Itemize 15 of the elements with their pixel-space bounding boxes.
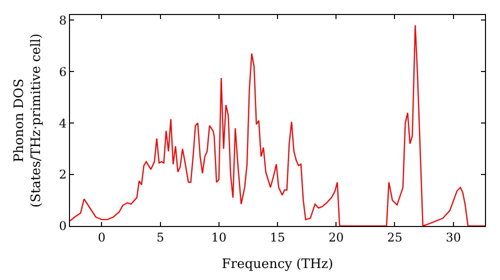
y-tick-label: 4 — [58, 116, 67, 130]
y-axis-title: Phonon DOS (States/THz·primitive cell) — [12, 33, 44, 208]
x-tick-label: 5 — [156, 230, 164, 244]
y-tick-label: 8 — [58, 13, 67, 28]
x-axis-title: Frequency (THz) — [222, 257, 334, 272]
x-tick-label: 20 — [328, 230, 344, 244]
x-tick-label: 10 — [211, 230, 227, 244]
x-tick-label: 30 — [446, 230, 461, 244]
line-series — [70, 24, 485, 226]
x-tick-label: 25 — [387, 230, 402, 244]
y-tick-label: 6 — [58, 64, 67, 79]
x-tick-label: 15 — [270, 230, 286, 244]
x-tick-label: 0 — [98, 230, 106, 244]
y-tick-label: 2 — [58, 168, 67, 182]
y-tick-label: 0 — [58, 219, 67, 234]
